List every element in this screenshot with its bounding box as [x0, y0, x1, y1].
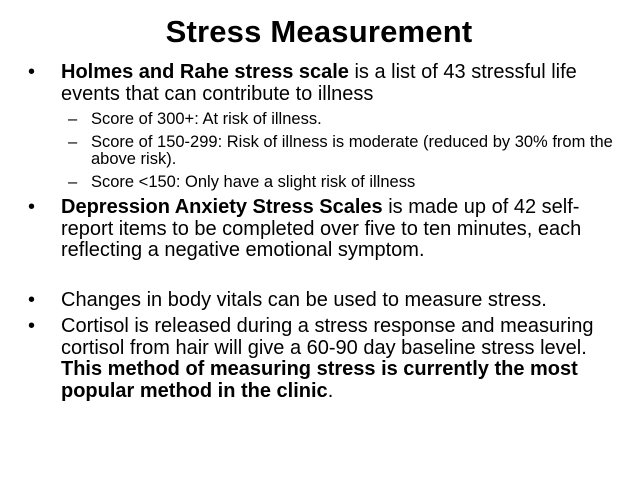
bullet-text: is made up of 42 self-report items to be…: [61, 196, 582, 261]
bullet-text: Cortisol is released during a stress res…: [61, 315, 594, 359]
bullet-mark: •: [28, 288, 36, 311]
sub-bullet-score-under-150: – Score <150: Only have a slight risk of…: [28, 172, 620, 192]
slide-content: • Holmes and Rahe stress scale is a list…: [28, 61, 620, 402]
sub-bullet-score-150-299: – Score of 150-299: Risk of illness is m…: [28, 132, 620, 169]
bullet-holmes-rahe: • Holmes and Rahe stress scale is a list…: [28, 61, 620, 105]
sub-bullet-text: Score <150: Only have a slight risk of i…: [91, 172, 416, 191]
sub-bullet-mark: –: [68, 132, 78, 151]
bullet-bold-text: Holmes and Rahe stress scale: [61, 61, 349, 83]
bullet-mark: •: [28, 196, 36, 218]
bullet-bold-text: This method of measuring stress is curre…: [61, 358, 578, 402]
sub-bullet-mark: –: [68, 110, 78, 128]
sub-bullet-score-300: – Score of 300+: At risk of illness.: [28, 110, 620, 129]
sub-bullet-mark: –: [68, 172, 78, 191]
bullet-dass: • Depression Anxiety Stress Scales is ma…: [28, 196, 620, 262]
slide-title: Stress Measurement: [165, 14, 473, 49]
bullet-text: Changes in body vitals can be used to me…: [61, 288, 547, 311]
sub-bullet-text: Score of 150-299: Risk of illness is mod…: [91, 132, 613, 168]
bullet-text: is a list of 43 stressful life events th…: [61, 61, 577, 105]
bullet-mark: •: [28, 315, 36, 337]
bullet-body-vitals: • Changes in body vitals can be used to …: [28, 288, 620, 312]
bullet-mark: •: [28, 61, 36, 83]
bullet-end-text: .: [327, 379, 334, 402]
bullet-cortisol: • Cortisol is released during a stress r…: [28, 315, 620, 402]
bullet-bold-text: Depression Anxiety Stress Scales: [61, 196, 383, 218]
sub-bullet-text: Score of 300+: At risk of illness.: [91, 110, 322, 128]
